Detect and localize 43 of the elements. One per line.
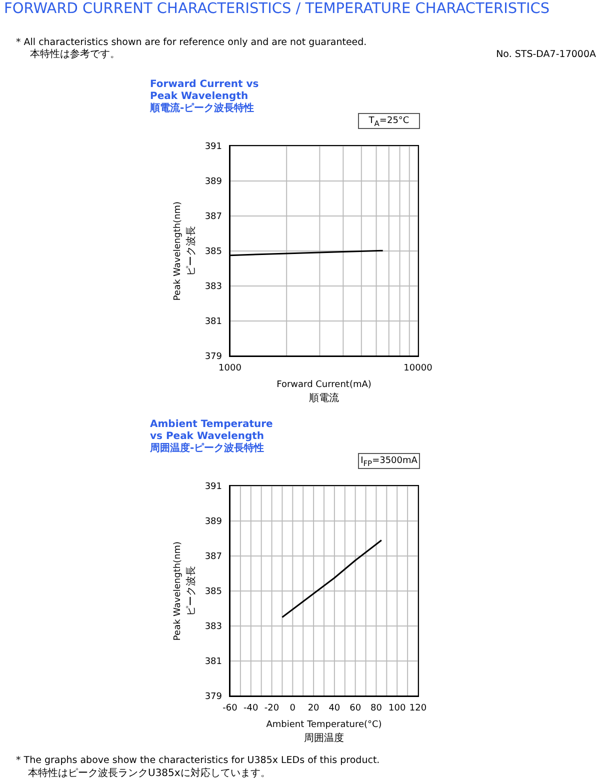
x-tick-label: 0 [290, 703, 296, 714]
y-tick-label: 387 [204, 552, 222, 562]
x-tick-label: 40 [328, 703, 340, 714]
y-tick-label: 383 [204, 622, 222, 632]
y-tick-label: 381 [204, 657, 222, 668]
x-tick-label: 80 [370, 703, 382, 714]
x-axis-title: Ambient Temperature(°C) 周囲温度 [265, 719, 383, 745]
x-tick-label: 10000 [404, 363, 433, 374]
y-tick-label: 383 [204, 282, 222, 292]
y-tick-label: 389 [204, 517, 222, 528]
line-series [281, 540, 382, 618]
text: * All characteristics shown are for reference only and are not guaranteed. [16, 37, 367, 48]
x-tick-label: 1000 [218, 363, 242, 374]
text: 本特性はピーク波長ランクU385xに対応しています。 [27, 767, 272, 780]
y-tick-label: 379 [204, 352, 222, 362]
x-tick-label: -20 [264, 703, 280, 714]
text: T$_{A}$=25°C [368, 116, 410, 128]
y-axis-title: Peak Wavelength(nm) ピーク波長 [172, 200, 198, 303]
y-tick-label: 391 [204, 482, 222, 492]
text: * The graphs above show the characteristics for U385x LEDs of this product. [16, 754, 380, 767]
x-tick-label: -60 [222, 703, 238, 714]
x-tick-label: 60 [350, 703, 362, 714]
x-tick-label: 20 [308, 703, 320, 714]
x-tick-label: 120 [409, 703, 427, 714]
text: No. STS-DA7-17000A [496, 49, 596, 60]
text: FORWARD CURRENT CHARACTERISTICS / TEMPERATURE CHARACTERISTICS [4, 1, 550, 17]
x-tick-label: 100 [388, 703, 406, 714]
y-tick-label: 381 [204, 317, 222, 328]
x-axis-title: Forward Current(mA) 順電流 [276, 379, 372, 405]
y-axis-title: Peak Wavelength(nm) ピーク波長 [172, 540, 198, 643]
chart-subtitle: 周囲温度-ピーク波長特性 [150, 443, 266, 455]
chart-title: Forward Current vs Peak Wavelength [150, 79, 260, 102]
chart-subtitle: 順電流-ピーク波長特性 [150, 103, 256, 115]
y-tick-label: 379 [204, 692, 222, 702]
text: 本特性は参考です。 [29, 49, 121, 61]
y-tick-label: 391 [204, 142, 222, 152]
y-tick-label: 389 [204, 177, 222, 188]
x-tick-label: -40 [244, 703, 259, 714]
y-tick-label: 385 [204, 247, 222, 258]
y-tick-label: 385 [204, 587, 222, 598]
text: I$_{FP}$=3500mA [360, 456, 418, 468]
chart-title: Ambient Temperature vs Peak Wavelength [150, 419, 274, 442]
y-tick-label: 387 [204, 212, 222, 222]
